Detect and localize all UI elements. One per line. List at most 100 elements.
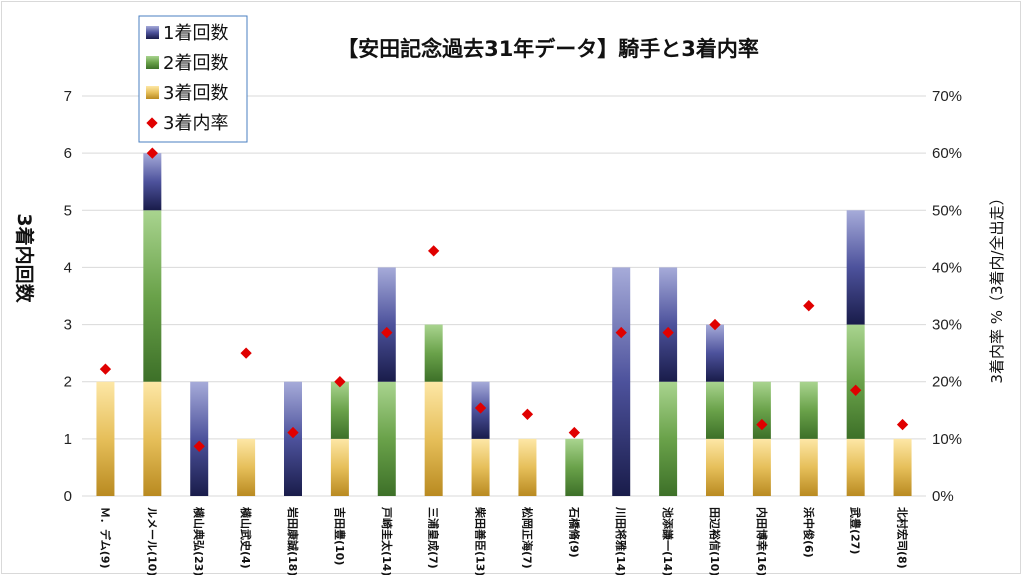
x-tick-label: 戸崎圭太(14) — [380, 507, 394, 575]
x-tick-label: 吉田豊(10) — [333, 507, 347, 565]
bar-segment-2nd — [846, 324, 865, 439]
bar-segment-3rd — [330, 438, 349, 496]
x-tick-label: 浜中俊(6) — [802, 507, 816, 558]
gridlines — [82, 95, 926, 497]
bar-segment-3rd — [237, 438, 256, 496]
legend: 1着回数 2着回数 3着回数 3着内率 — [138, 15, 248, 143]
legend-label-2nd: 2着回数 — [163, 53, 228, 74]
x-tick-label: ルメール(10) — [145, 507, 158, 575]
y-axis-title: 3着内回数 — [13, 213, 36, 303]
bar-segment-1st — [190, 381, 209, 496]
rate-point — [428, 245, 440, 257]
bar-segment-2nd — [424, 324, 443, 382]
bar-segment-1st — [706, 324, 724, 382]
bar-segment-2nd — [565, 438, 584, 496]
bar-segment-3rd — [424, 381, 443, 496]
legend-label-3rd: 3着回数 — [163, 83, 228, 104]
bar-segment-3rd — [518, 438, 537, 496]
bar-segment-3rd — [752, 438, 771, 496]
legend-swatch-2nd — [146, 56, 159, 69]
rate-point — [521, 408, 534, 420]
y2-tick-label: 30% — [932, 317, 962, 334]
bar-segment-2nd — [799, 381, 818, 439]
rate-point — [896, 418, 909, 431]
y2-tick-label: 70% — [932, 88, 962, 105]
bar-stacks — [96, 153, 912, 496]
y2-tick-label: 0% — [932, 488, 954, 505]
rate-point — [334, 376, 346, 388]
x-tick-label: 北村宏司(8) — [896, 507, 910, 569]
x-tick-label: 池添謙一(14) — [661, 507, 675, 575]
bar-segment-3rd — [471, 438, 490, 496]
legend-swatch-1st — [146, 26, 159, 39]
x-tick-label: 柴田善臣(13) — [474, 506, 488, 575]
y2-tick-label: 60% — [932, 145, 962, 162]
rate-point — [615, 326, 627, 339]
x-tick-label: 横山武史(4) — [239, 507, 253, 569]
y-tick-label: 3 — [64, 317, 72, 334]
y-tick-label: 1 — [64, 431, 72, 448]
rate-point — [287, 426, 299, 439]
bar-segment-1st — [143, 153, 162, 211]
rate-point — [381, 326, 393, 339]
y2-axis-ticks: 0% 10% 20% 30% 40% 50% 60% 70% — [932, 88, 962, 505]
legend-label-1st: 1着回数 — [163, 23, 228, 44]
y2-tick-label: 10% — [932, 431, 962, 448]
x-tick-label: 三浦皇成(7) — [427, 507, 441, 569]
rate-point — [803, 300, 815, 312]
rate-point — [756, 418, 768, 431]
bar-segment-3rd — [706, 438, 724, 496]
y2-tick-label: 40% — [932, 259, 962, 276]
y-tick-label: 0 — [64, 488, 72, 505]
y-axis-ticks: 0 1 2 3 4 5 6 7 — [64, 88, 72, 505]
rate-point — [662, 326, 674, 339]
rate-point — [474, 402, 487, 414]
rate-point — [240, 347, 252, 359]
legend-label-rate: 3着内率 — [163, 113, 228, 134]
bar-segment-1st — [377, 267, 396, 382]
rate-point — [146, 147, 158, 159]
rate-points — [99, 147, 909, 452]
rate-point — [193, 440, 205, 452]
y-tick-label: 5 — [64, 202, 72, 219]
bar-segment-2nd — [330, 381, 349, 439]
bar-segment-3rd — [143, 381, 162, 496]
bar-segment-2nd — [377, 381, 396, 496]
bar-segment-1st — [612, 267, 631, 496]
y-tick-label: 2 — [64, 374, 72, 391]
bar-segment-2nd — [706, 381, 724, 439]
x-tick-label: 川田将雅(14) — [614, 506, 628, 575]
x-tick-label: 石橋脩(9) — [567, 506, 581, 558]
y2-tick-label: 50% — [932, 202, 962, 219]
bar-segment-3rd — [893, 438, 912, 496]
bar-segment-2nd — [659, 381, 678, 496]
bar-segment-3rd — [96, 381, 115, 496]
y-tick-label: 6 — [64, 145, 72, 162]
x-tick-label: 武豊(27) — [849, 507, 863, 554]
bar-segment-3rd — [799, 438, 818, 496]
x-tick-label: 田辺裕信(10) — [708, 507, 722, 575]
rate-point — [850, 384, 862, 396]
x-axis-labels: Ｍ．デム(9) ルメール(10) 横山典弘(23) 横山武史(4) 岩田康誠(18) 吉田… — [98, 506, 909, 575]
rate-point — [709, 318, 721, 331]
x-tick-label: Ｍ．デム(9) — [98, 507, 112, 569]
rate-point — [99, 363, 112, 375]
y2-axis-title: 3着内率 %（3着内/全出走） — [988, 190, 1006, 383]
bar-segment-2nd — [752, 381, 771, 439]
bar-segment-1st — [284, 381, 302, 496]
bar-segment-1st — [846, 210, 865, 325]
x-tick-label: 岩田康誠(18) — [286, 506, 300, 575]
rate-point — [568, 426, 580, 439]
x-tick-label: 横山典弘(23) — [192, 507, 206, 575]
x-tick-label: 松岡正海(7) — [520, 507, 534, 569]
bar-segment-3rd — [846, 438, 865, 496]
y2-tick-label: 20% — [932, 374, 962, 391]
legend-swatch-3rd — [146, 86, 159, 99]
bar-segment-2nd — [143, 210, 162, 382]
x-tick-label: 内田博幸(16) — [755, 507, 769, 575]
bar-segment-1st — [659, 267, 678, 382]
chart-title: 【安田記念過去31年データ】騎手と3着内率 — [337, 37, 759, 61]
y-tick-label: 4 — [64, 259, 72, 276]
